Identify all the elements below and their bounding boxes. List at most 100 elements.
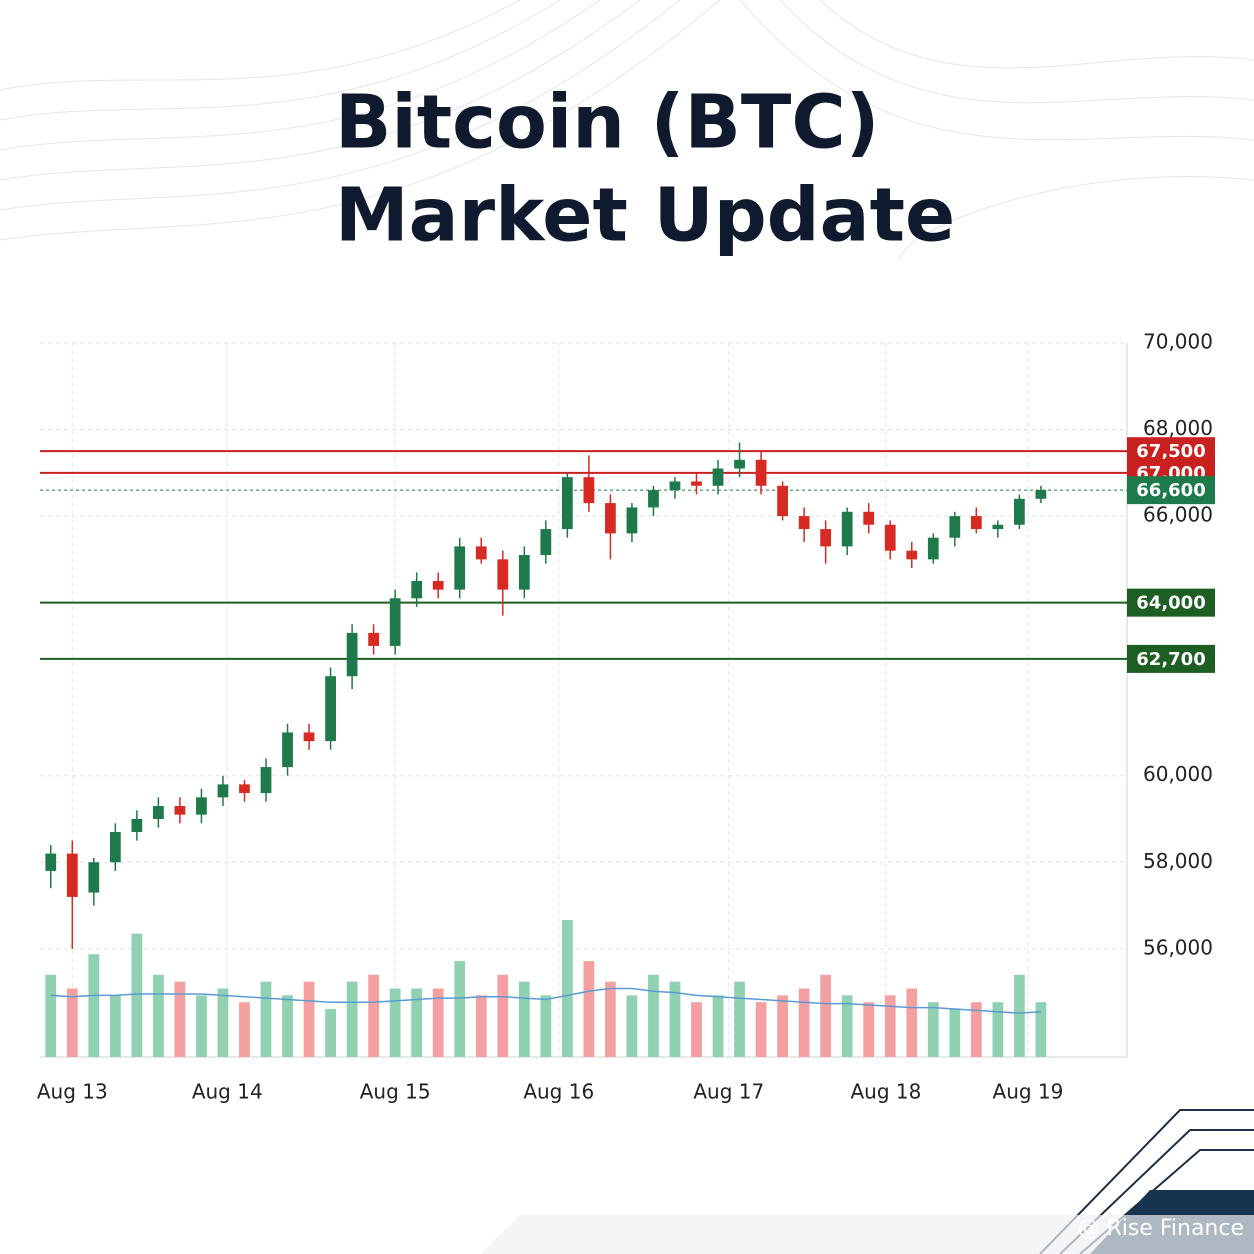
- candle-body: [217, 784, 229, 798]
- candle-body: [1035, 490, 1047, 499]
- volume-bar: [325, 1009, 336, 1057]
- volume-bar: [346, 981, 358, 1057]
- volume-bar: [45, 974, 57, 1057]
- volume-bar: [927, 1002, 939, 1057]
- y-tick-label: 70,000: [1143, 330, 1213, 354]
- candle-body: [174, 806, 186, 815]
- volume-bar: [561, 920, 573, 1057]
- x-tick-label: Aug 19: [993, 1080, 1064, 1104]
- candle-body: [605, 503, 616, 534]
- y-tick-label: 68,000: [1143, 416, 1213, 440]
- level-label-box: [1127, 588, 1215, 617]
- volume-bar: [884, 995, 896, 1057]
- candle-body: [88, 862, 100, 893]
- candle-body: [153, 806, 164, 819]
- candle-body: [691, 481, 702, 486]
- x-tick-label: Aug 17: [693, 1080, 764, 1104]
- volume-bar: [777, 995, 788, 1057]
- volume-bar: [798, 988, 810, 1057]
- volume-bar: [583, 961, 595, 1057]
- volume-bar: [239, 1002, 250, 1057]
- x-tick-label: Aug 18: [850, 1080, 921, 1104]
- candle-body: [734, 459, 745, 469]
- volume-bar: [626, 995, 638, 1057]
- candle-body: [798, 516, 810, 530]
- footer-band: [480, 1215, 1254, 1254]
- volume-bar: [712, 995, 724, 1057]
- volume-bar: [841, 995, 853, 1057]
- volume-bar: [734, 981, 745, 1057]
- candle-body: [389, 598, 401, 646]
- volume-bar: [260, 981, 272, 1057]
- candle-body: [669, 481, 681, 491]
- candle-body: [45, 853, 57, 871]
- volume-bar: [131, 933, 143, 1057]
- volume-bar: [475, 995, 487, 1057]
- x-tick-label: Aug 15: [360, 1080, 431, 1104]
- candle-body: [497, 559, 509, 590]
- volume-bar: [949, 1009, 961, 1057]
- volume-bar: [540, 995, 552, 1057]
- candle-body: [906, 550, 918, 560]
- candle-body: [432, 581, 444, 590]
- candle-body: [841, 511, 853, 547]
- candle-body: [884, 524, 896, 551]
- volume-bar: [389, 988, 401, 1057]
- volume-bar: [217, 988, 229, 1057]
- candle-body: [561, 477, 573, 530]
- candle-body: [626, 507, 638, 534]
- x-tick-label: Aug 16: [523, 1080, 594, 1104]
- volume-bar: [755, 1002, 767, 1057]
- candle-body: [196, 797, 207, 815]
- volume-bar: [282, 995, 293, 1057]
- volume-bar: [669, 981, 681, 1057]
- x-tick-label: Aug 14: [192, 1080, 263, 1104]
- candle-body: [303, 732, 315, 742]
- candle-body: [820, 529, 832, 547]
- level-label-box: [1127, 644, 1215, 673]
- volume-bar: [691, 1002, 702, 1057]
- volume-bar: [432, 988, 444, 1057]
- volume-bar: [518, 981, 530, 1057]
- level-label: 64,000: [1136, 593, 1205, 614]
- watermark: @ Rise Finance: [1077, 1216, 1244, 1241]
- volume-bar: [66, 988, 78, 1057]
- candle-body: [949, 516, 961, 538]
- candle-body: [863, 511, 875, 525]
- candle-body: [368, 632, 380, 646]
- volume-bar: [109, 995, 121, 1057]
- volume-bar: [368, 974, 380, 1057]
- y-tick-label: 58,000: [1143, 849, 1213, 873]
- y-tick-label: 56,000: [1143, 935, 1213, 959]
- volume-bar: [303, 981, 315, 1057]
- candle-body: [454, 546, 466, 590]
- candle-body: [131, 819, 143, 832]
- title-line: Market Update: [335, 173, 955, 259]
- candle-body: [346, 632, 358, 677]
- candle-body: [755, 459, 767, 486]
- candle-body: [777, 485, 788, 517]
- volume-bar: [863, 1002, 875, 1057]
- candle-body: [583, 477, 595, 504]
- candle-body: [648, 490, 659, 508]
- volume-bar: [497, 974, 509, 1057]
- candle-body: [475, 546, 487, 560]
- volume-bar: [648, 974, 659, 1057]
- candle-body: [66, 853, 78, 897]
- volume-bar: [906, 988, 918, 1057]
- volume-bar: [88, 954, 100, 1057]
- volume-bar: [411, 988, 423, 1057]
- candle-body: [712, 468, 724, 486]
- level-label: 62,700: [1136, 649, 1205, 670]
- candle-body: [325, 676, 336, 742]
- candle-body: [239, 784, 250, 794]
- candle-body: [109, 831, 121, 863]
- candle-body: [970, 516, 982, 530]
- volume-bar: [454, 961, 466, 1057]
- candle-body: [927, 537, 939, 560]
- level-label-box: [1127, 476, 1215, 505]
- title-line: Bitcoin (BTC): [335, 80, 880, 166]
- candle-body: [411, 581, 423, 599]
- volume-bar: [820, 974, 832, 1057]
